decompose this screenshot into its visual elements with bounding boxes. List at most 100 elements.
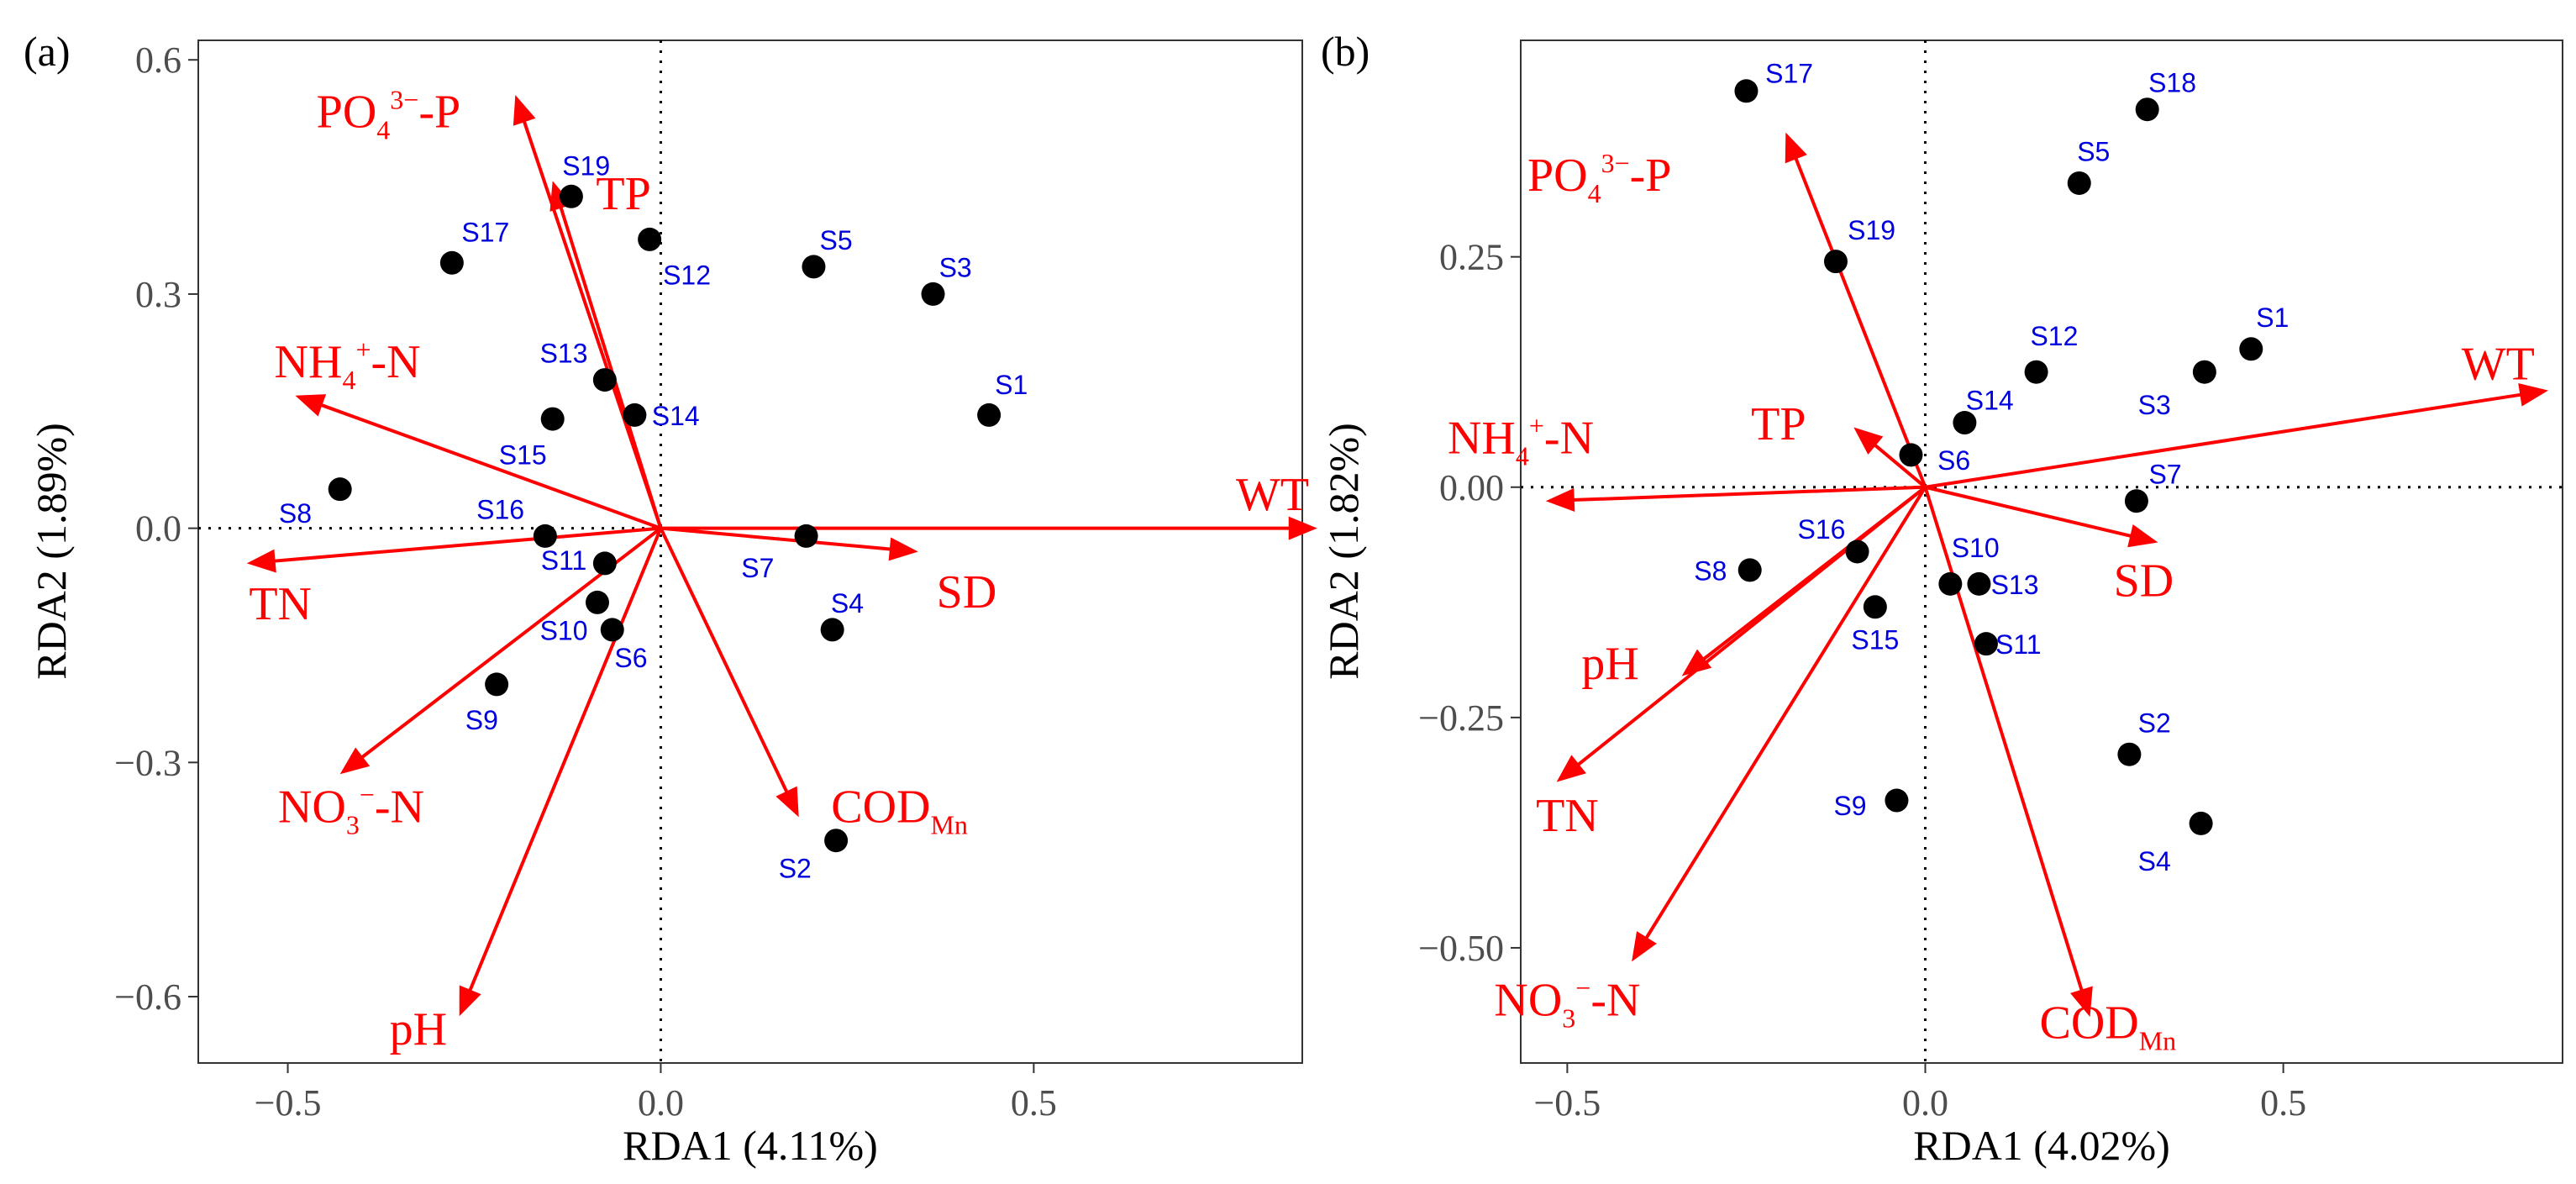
arrow-shaft (1792, 153, 1927, 488)
site-point (1967, 571, 1991, 596)
site-point (585, 590, 609, 614)
arrow-label: SD (2114, 555, 2174, 607)
arrow-label: WT (2462, 339, 2535, 391)
zero-lines (198, 40, 1302, 1063)
arrow-label: pH (1581, 638, 1638, 690)
arrow-head (2127, 524, 2158, 548)
site-label: S4 (2138, 846, 2171, 876)
arrow-head (459, 985, 481, 1017)
site-s17: S17 (439, 218, 509, 275)
arrow-shaft (1925, 392, 2526, 489)
arrow-shaft (1870, 440, 1927, 489)
site-s17: S17 (1734, 58, 1813, 103)
arrow-head (295, 394, 327, 417)
arrow-shaft (659, 527, 791, 797)
site-label: S15 (1851, 625, 1899, 655)
arrow-head (1853, 427, 1884, 455)
site-point (600, 618, 624, 642)
x-tick-label: 0.0 (1902, 1082, 1948, 1123)
arrow-label: CODMn (2039, 997, 2176, 1056)
arrow-sd: SD (660, 526, 996, 618)
arrow-label: NO3−-N (1494, 972, 1640, 1033)
x-axis-title: RDA1 (4.11%) (623, 1122, 878, 1169)
arrow-head (1632, 931, 1657, 962)
site-label: S7 (2148, 459, 2181, 489)
arrow-shaft (1643, 486, 1927, 943)
site-label: S6 (1937, 445, 1970, 476)
site-point (1899, 443, 1923, 467)
site-point (533, 524, 557, 548)
site-point (540, 407, 565, 431)
arrow-head (513, 95, 536, 126)
site-label: S9 (1833, 791, 1866, 821)
plot-frame (1520, 39, 2563, 1064)
site-label: S15 (499, 439, 547, 470)
x-tick-label: −0.5 (1533, 1082, 1601, 1123)
site-point (824, 829, 849, 853)
site-label: S3 (2138, 390, 2171, 420)
arrow-sd: SD (1925, 485, 2174, 607)
site-s13: S13 (1967, 570, 2039, 600)
arrow-no3n: NO3−-N (1494, 486, 1927, 1033)
site-point (802, 255, 826, 279)
site-point (1863, 595, 1887, 619)
arrow-shaft (317, 402, 662, 530)
site-s16: S16 (476, 494, 557, 548)
y-tick-label: −0.25 (1418, 697, 1504, 739)
arrow-nh4n: NH4+-N (1448, 410, 1926, 512)
arrow-head (339, 747, 371, 775)
site-point (2067, 171, 2091, 195)
arrow-nh4n: NH4+-N (275, 334, 662, 530)
site-point (2239, 337, 2263, 361)
site-s4: S4 (2138, 811, 2213, 876)
arrow-codmn: CODMn (1923, 487, 2176, 1056)
site-label: S17 (1765, 58, 1813, 88)
site-label: S2 (2138, 708, 2171, 738)
arrow-shaft (1923, 487, 2085, 996)
site-s12: S12 (638, 227, 711, 291)
site-label: S14 (652, 401, 700, 431)
site-s4: S4 (820, 588, 864, 642)
site-label: S19 (562, 151, 610, 182)
arrow-label: TN (249, 578, 312, 630)
arrow-label: NH4+-N (275, 334, 421, 395)
site-point (1845, 539, 1869, 564)
site-point (1938, 571, 1963, 596)
arrow-shaft (466, 527, 663, 996)
site-label: S11 (541, 545, 587, 576)
site-s19: S19 (1823, 215, 1895, 274)
site-s8: S8 (279, 477, 352, 529)
arrow-label: PO43−-P (317, 85, 460, 145)
arrow-ph: pH (390, 527, 663, 1055)
arrow-tn: TN (1536, 486, 1927, 842)
site-s18: S18 (2135, 67, 2196, 122)
arrow-shaft (660, 526, 896, 551)
site-point (439, 250, 464, 275)
site-s1: S1 (2239, 303, 2289, 361)
site-point (2117, 742, 2142, 766)
x-tick-label: −0.5 (255, 1082, 322, 1123)
arrow-tp: TP (1751, 398, 1927, 489)
arrow-label: PO43−-P (1527, 148, 1671, 208)
y-tick-label: 0.00 (1439, 467, 1504, 508)
arrow-po43p: PO43−-P (317, 85, 663, 529)
site-point (794, 524, 818, 548)
arrow-head (2518, 383, 2548, 407)
arrow-label: CODMn (831, 781, 968, 839)
site-label: S8 (279, 498, 312, 529)
site-label: S13 (540, 339, 588, 369)
x-axis-title: RDA1 (4.02%) (1913, 1122, 2170, 1169)
arrow-codmn: CODMn (659, 527, 968, 839)
site-s6: S6 (600, 618, 648, 673)
site-label: S14 (1966, 386, 2014, 416)
site-s7: S7 (741, 524, 818, 583)
site-s2: S2 (779, 829, 849, 884)
site-s9: S9 (465, 672, 509, 735)
environment-arrows: WT SD TN TP NH4+-N PO43−-P NO3−-N pH CODMn (246, 85, 1317, 1055)
site-s14: S14 (623, 401, 700, 431)
arrow-head (888, 537, 918, 561)
y-axis-title: RDA2 (1.82%) (1320, 423, 1367, 680)
site-s15: S15 (499, 407, 565, 470)
environment-arrows: WT SD TN TP NH4+-N PO43−-P NO3−-N pH CODMn (1448, 132, 2548, 1056)
